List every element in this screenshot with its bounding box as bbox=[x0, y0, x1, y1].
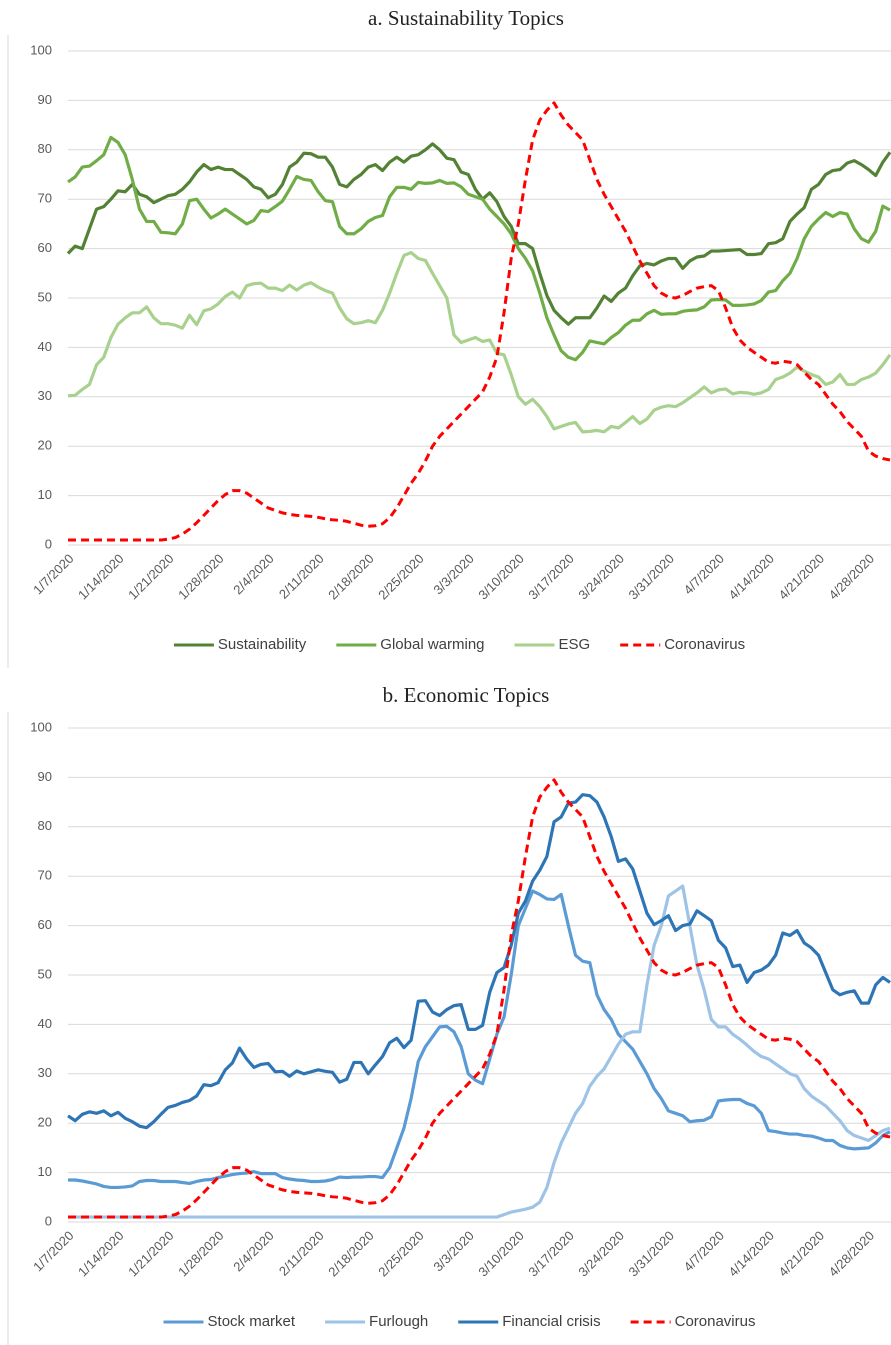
y-tick-label: 0 bbox=[45, 536, 52, 551]
chart-title: b. Economic Topics bbox=[383, 683, 550, 707]
x-tick-label: 3/17/2020 bbox=[525, 1228, 577, 1280]
x-tick-label: 3/3/2020 bbox=[430, 551, 476, 597]
series-line bbox=[68, 101, 891, 542]
x-tick-label: 3/3/2020 bbox=[430, 1228, 476, 1274]
x-tick-label: 1/28/2020 bbox=[175, 551, 227, 603]
x-tick-label: 4/14/2020 bbox=[726, 551, 778, 603]
series-line bbox=[68, 778, 891, 1219]
y-tick-label: 100 bbox=[30, 719, 52, 734]
y-tick-label: 40 bbox=[38, 339, 52, 354]
y-tick-label: 60 bbox=[38, 240, 52, 255]
x-tick-label: 1/28/2020 bbox=[175, 1228, 227, 1280]
x-tick-label: 4/21/2020 bbox=[776, 1228, 828, 1280]
x-tick-label: 1/7/2020 bbox=[30, 551, 76, 597]
x-tick-label: 4/14/2020 bbox=[726, 1228, 778, 1280]
x-tick-label: 2/11/2020 bbox=[276, 551, 327, 602]
legend-label: Financial crisis bbox=[502, 1313, 600, 1330]
y-tick-label: 40 bbox=[38, 1016, 52, 1031]
series-line bbox=[67, 250, 891, 434]
series-line bbox=[66, 142, 891, 326]
series-line bbox=[67, 793, 891, 1130]
y-tick-label: 30 bbox=[38, 388, 52, 403]
legend-label: Stock market bbox=[208, 1313, 296, 1330]
x-tick-label: 3/24/2020 bbox=[575, 551, 627, 603]
x-tick-label: 1/21/2020 bbox=[125, 1228, 177, 1280]
y-tick-label: 50 bbox=[38, 289, 52, 304]
y-tick-label: 0 bbox=[45, 1213, 52, 1228]
x-tick-label: 4/21/2020 bbox=[776, 551, 828, 603]
y-tick-label: 10 bbox=[38, 1164, 52, 1179]
x-tick-label: 3/10/2020 bbox=[475, 1228, 527, 1280]
legend-label: Coronavirus bbox=[675, 1313, 756, 1330]
y-tick-label: 80 bbox=[38, 141, 52, 156]
x-tick-label: 2/11/2020 bbox=[276, 1228, 327, 1279]
x-tick-label: 3/24/2020 bbox=[575, 1228, 627, 1280]
x-tick-label: 1/14/2020 bbox=[75, 1228, 127, 1280]
legend-label: ESG bbox=[559, 636, 591, 653]
x-tick-label: 2/4/2020 bbox=[230, 551, 276, 597]
y-tick-label: 30 bbox=[38, 1065, 52, 1080]
y-tick-label: 50 bbox=[38, 966, 52, 981]
y-tick-label: 20 bbox=[38, 438, 52, 453]
x-tick-label: 3/31/2020 bbox=[625, 1228, 677, 1280]
legend-label: Coronavirus bbox=[664, 636, 745, 653]
legend: Sustainability Global warming ESG Coronavir… bbox=[173, 636, 745, 653]
y-tick-label: 70 bbox=[38, 868, 52, 883]
y-tick-label: 60 bbox=[38, 917, 52, 932]
series-line bbox=[68, 884, 891, 1219]
x-tick-label: 3/10/2020 bbox=[475, 551, 527, 603]
x-tick-label: 2/4/2020 bbox=[230, 1228, 276, 1274]
y-tick-label: 10 bbox=[38, 487, 52, 502]
y-tick-label: 90 bbox=[38, 92, 52, 107]
y-tick-label: 100 bbox=[30, 42, 52, 57]
x-tick-label: 4/7/2020 bbox=[681, 1228, 727, 1274]
x-tick-label: 2/18/2020 bbox=[325, 1228, 377, 1280]
x-tick-label: 2/25/2020 bbox=[375, 1228, 427, 1280]
x-tick-label: 4/28/2020 bbox=[826, 1228, 878, 1280]
x-tick-label: 2/25/2020 bbox=[375, 551, 427, 603]
legend-label: Furlough bbox=[369, 1313, 428, 1330]
legend-label: Sustainability bbox=[218, 636, 307, 653]
y-tick-label: 90 bbox=[38, 769, 52, 784]
legend: Stock market Furlough Financial crisis Coro… bbox=[163, 1313, 756, 1330]
x-tick-label: 1/14/2020 bbox=[75, 551, 127, 603]
y-tick-label: 70 bbox=[38, 191, 52, 206]
x-tick-label: 1/21/2020 bbox=[125, 551, 177, 603]
x-tick-label: 3/17/2020 bbox=[525, 551, 577, 603]
x-tick-label: 4/28/2020 bbox=[826, 551, 878, 603]
x-tick-label: 1/7/2020 bbox=[30, 1228, 76, 1274]
x-tick-label: 2/18/2020 bbox=[325, 551, 377, 603]
legend-label: Global warming bbox=[380, 636, 484, 653]
series-line bbox=[67, 135, 891, 362]
x-tick-label: 3/31/2020 bbox=[625, 551, 677, 603]
x-tick-label: 4/7/2020 bbox=[681, 551, 727, 597]
series-line bbox=[68, 889, 891, 1190]
chart-title: a. Sustainability Topics bbox=[368, 6, 564, 30]
y-tick-label: 20 bbox=[38, 1115, 52, 1130]
y-tick-label: 80 bbox=[38, 818, 52, 833]
